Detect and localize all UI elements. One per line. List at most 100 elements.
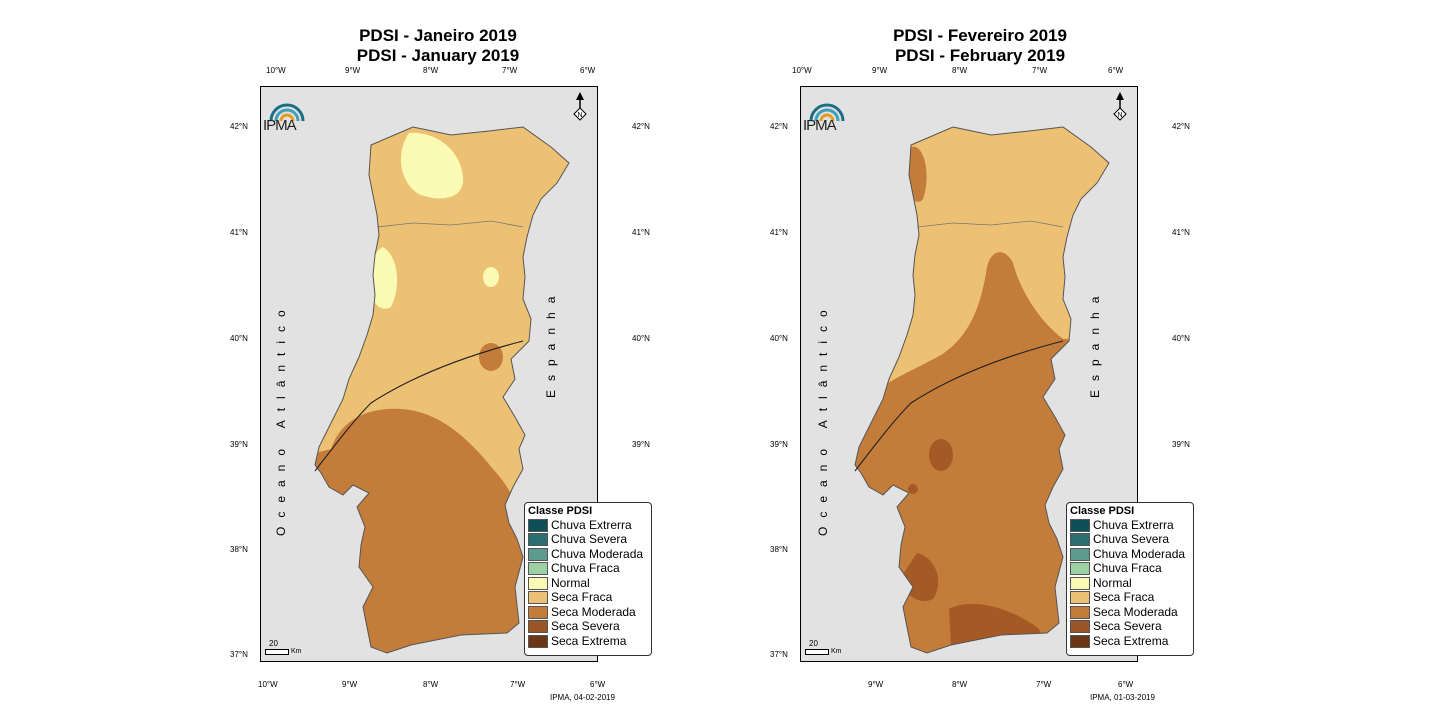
tick-lat-left: 41°N — [230, 228, 248, 237]
legend-item: Normal — [1070, 576, 1190, 591]
legend-item: Chuva Severa — [528, 533, 648, 548]
legend-item: Seca Severa — [1070, 620, 1190, 635]
legend-swatch — [528, 547, 548, 561]
legend: Classe PDSI Chuva Extrerra Chuva Severa … — [1066, 502, 1194, 656]
tick-lat-left: 37°N — [770, 650, 788, 659]
legend-label: Normal — [551, 575, 590, 590]
tick-lon-top: 7°W — [1032, 66, 1048, 75]
spain-label: Espanha — [544, 287, 558, 398]
legend-label: Seca Severa — [551, 619, 620, 634]
legend-item: Chuva Severa — [1070, 533, 1190, 548]
legend-item: Seca Fraca — [1070, 591, 1190, 606]
legend: Classe PDSI Chuva Extrerra Chuva Severa … — [524, 502, 652, 656]
tick-lon-top: 10°W — [266, 66, 286, 75]
scale-unit: Km — [831, 648, 842, 655]
legend-label: Chuva Extrerra — [1093, 517, 1174, 532]
legend-item: Seca Moderada — [1070, 605, 1190, 620]
scale-unit: Km — [291, 648, 302, 655]
ocean-label: Oceano Atlântico — [816, 301, 830, 536]
scale-value: 20 — [269, 639, 278, 648]
tick-lon-top: 7°W — [502, 66, 518, 75]
tick-lat-left: 38°N — [230, 545, 248, 554]
region-seca-moderada — [479, 343, 503, 371]
legend-label: Chuva Moderada — [551, 546, 644, 561]
tick-lat-right: 41°N — [1172, 228, 1190, 237]
map-panel-january: PDSI - Janeiro 2019 PDSI - January 2019 … — [218, 0, 658, 721]
tick-lat-left: 40°N — [770, 334, 788, 343]
tick-lon-top: 9°W — [872, 66, 888, 75]
legend-item: Seca Severa — [528, 620, 648, 635]
region-boundary — [916, 220, 1064, 228]
legend-swatch — [528, 562, 548, 576]
legend-item: Chuva Moderada — [528, 547, 648, 562]
legend-swatch — [1070, 547, 1090, 561]
legend-label: Chuva Severa — [1093, 532, 1170, 547]
legend-item: Seca Moderada — [528, 605, 648, 620]
legend-label: Chuva Fraca — [1093, 561, 1162, 576]
map-svg — [314, 126, 570, 654]
legend-label: Seca Severa — [1093, 619, 1162, 634]
legend-label: Seca Fraca — [551, 590, 613, 605]
logo-text: IPMA — [263, 117, 297, 134]
scale-value: 20 — [809, 639, 818, 648]
legend-swatch — [528, 533, 548, 547]
region-normal — [400, 132, 464, 199]
tick-lon-bottom: 8°W — [423, 680, 439, 689]
region-seca-severa — [908, 484, 918, 494]
region-boundary — [854, 340, 1064, 472]
tick-lat-right: 40°N — [1172, 334, 1190, 343]
panel-title-pt: PDSI - Janeiro 2019 — [359, 26, 517, 45]
tick-lon-bottom: 10°W — [258, 680, 278, 689]
north-label: N — [1117, 112, 1122, 119]
region-normal — [370, 247, 398, 309]
scale-bar — [805, 649, 829, 655]
region-normal — [483, 267, 499, 287]
tick-lat-left: 42°N — [230, 122, 248, 131]
tick-lat-left: 42°N — [770, 122, 788, 131]
north-label: N — [577, 112, 582, 119]
legend-swatch — [1070, 591, 1090, 605]
legend-label: Seca Moderada — [1093, 604, 1178, 619]
tick-lon-bottom: 9°W — [342, 680, 358, 689]
legend-item: Chuva Fraca — [528, 562, 648, 577]
logo-text: IPMA — [803, 117, 837, 134]
region-seca-severa — [929, 439, 953, 471]
legend-item: Normal — [528, 576, 648, 591]
legend-swatch — [1070, 620, 1090, 634]
legend-swatch — [528, 591, 548, 605]
ocean-label: Oceano Atlântico — [274, 301, 288, 536]
legend-label: Chuva Severa — [551, 532, 628, 547]
map-footer: IPMA, 01-03-2019 — [1090, 693, 1155, 702]
tick-lon-bottom: 8°W — [952, 680, 968, 689]
legend-label: Normal — [1093, 575, 1132, 590]
tick-lat-left: 38°N — [770, 545, 788, 554]
region-boundary — [376, 220, 524, 228]
panel-title-pt: PDSI - Fevereiro 2019 — [893, 26, 1067, 45]
map-panel-february: PDSI - Fevereiro 2019 PDSI - February 20… — [760, 0, 1200, 721]
map-frame: IPMA N 20 Km — [260, 86, 598, 662]
tick-lat-right: 40°N — [632, 334, 650, 343]
legend-swatch — [528, 518, 548, 532]
legend-label: Seca Extrema — [551, 633, 627, 648]
tick-lon-bottom: 7°W — [1036, 680, 1052, 689]
legend-swatch — [528, 634, 548, 648]
tick-lon-bottom: 6°W — [590, 680, 606, 689]
legend-label: Seca Fraca — [1093, 590, 1155, 605]
legend-label: Chuva Extrerra — [551, 517, 632, 532]
ipma-logo-icon — [805, 95, 849, 139]
north-arrow-icon: N — [1113, 92, 1127, 122]
tick-lon-top: 9°W — [345, 66, 361, 75]
tick-lat-left: 37°N — [230, 650, 248, 659]
scale-bar — [265, 649, 289, 655]
legend-swatch — [1070, 576, 1090, 590]
spain-label: Espanha — [1088, 287, 1102, 398]
legend-title: Classe PDSI — [528, 505, 593, 517]
tick-lon-bottom: 6°W — [1118, 680, 1134, 689]
tick-lon-top: 8°W — [952, 66, 968, 75]
legend-title: Classe PDSI — [1070, 505, 1135, 517]
tick-lat-left: 39°N — [770, 440, 788, 449]
legend-swatch — [1070, 533, 1090, 547]
map-footer: IPMA, 04-02-2019 — [550, 693, 615, 702]
tick-lat-right: 42°N — [632, 122, 650, 131]
tick-lon-top: 10°W — [792, 66, 812, 75]
